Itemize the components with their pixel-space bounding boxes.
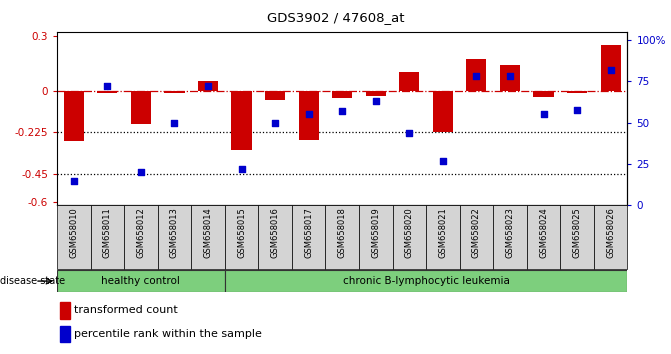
Bar xyxy=(97,91,117,93)
FancyBboxPatch shape xyxy=(325,205,359,269)
Bar xyxy=(466,59,486,91)
Text: GSM658025: GSM658025 xyxy=(572,207,582,258)
Text: GSM658015: GSM658015 xyxy=(237,207,246,258)
Point xyxy=(270,120,280,126)
FancyBboxPatch shape xyxy=(292,205,325,269)
FancyBboxPatch shape xyxy=(124,205,158,269)
FancyBboxPatch shape xyxy=(191,205,225,269)
Point xyxy=(437,158,448,164)
Point xyxy=(404,130,415,136)
Bar xyxy=(366,91,386,96)
Point xyxy=(505,74,515,79)
FancyBboxPatch shape xyxy=(359,205,393,269)
Text: GSM658011: GSM658011 xyxy=(103,207,112,258)
Bar xyxy=(225,270,627,292)
Text: GSM658021: GSM658021 xyxy=(438,207,448,258)
FancyBboxPatch shape xyxy=(426,205,460,269)
FancyBboxPatch shape xyxy=(527,205,560,269)
Text: GDS3902 / 47608_at: GDS3902 / 47608_at xyxy=(267,11,404,24)
Text: disease state: disease state xyxy=(0,276,65,286)
FancyBboxPatch shape xyxy=(258,205,292,269)
Bar xyxy=(399,73,419,91)
Point xyxy=(572,107,582,112)
Text: GSM658024: GSM658024 xyxy=(539,207,548,258)
FancyBboxPatch shape xyxy=(158,205,191,269)
Text: GSM658017: GSM658017 xyxy=(304,207,313,258)
Text: GSM658018: GSM658018 xyxy=(338,207,347,258)
Text: GSM658019: GSM658019 xyxy=(371,207,380,258)
Bar xyxy=(265,91,285,100)
FancyBboxPatch shape xyxy=(225,205,258,269)
Bar xyxy=(332,91,352,98)
Point xyxy=(102,84,113,89)
Point xyxy=(538,112,549,117)
Text: percentile rank within the sample: percentile rank within the sample xyxy=(74,329,262,339)
Text: GSM658022: GSM658022 xyxy=(472,207,481,258)
FancyBboxPatch shape xyxy=(594,205,627,269)
Text: GSM658023: GSM658023 xyxy=(505,207,515,258)
Text: transformed count: transformed count xyxy=(74,306,178,315)
Bar xyxy=(198,81,218,91)
Bar xyxy=(231,91,252,150)
Point xyxy=(236,166,247,172)
Text: GSM658014: GSM658014 xyxy=(203,207,213,258)
FancyBboxPatch shape xyxy=(493,205,527,269)
Point xyxy=(370,98,381,104)
Point xyxy=(605,67,616,73)
Point xyxy=(337,108,348,114)
Text: GSM658012: GSM658012 xyxy=(136,207,146,258)
Point xyxy=(303,112,314,117)
Text: GSM658013: GSM658013 xyxy=(170,207,179,258)
Text: GSM658010: GSM658010 xyxy=(69,207,79,258)
FancyBboxPatch shape xyxy=(91,205,124,269)
Bar xyxy=(131,91,151,124)
Text: GSM658020: GSM658020 xyxy=(405,207,414,258)
Point xyxy=(136,170,146,175)
FancyBboxPatch shape xyxy=(393,205,426,269)
Text: chronic B-lymphocytic leukemia: chronic B-lymphocytic leukemia xyxy=(343,276,509,286)
Point xyxy=(471,74,482,79)
Bar xyxy=(164,91,185,93)
Bar xyxy=(500,65,520,91)
Bar xyxy=(57,270,225,292)
FancyBboxPatch shape xyxy=(560,205,594,269)
Bar xyxy=(299,91,319,140)
Text: GSM658016: GSM658016 xyxy=(270,207,280,258)
Bar xyxy=(60,302,70,319)
Bar xyxy=(533,91,554,97)
FancyBboxPatch shape xyxy=(460,205,493,269)
Point xyxy=(68,178,79,183)
Bar xyxy=(60,326,70,342)
Bar xyxy=(601,45,621,91)
Text: healthy control: healthy control xyxy=(101,276,180,286)
Point xyxy=(169,120,180,126)
Bar xyxy=(567,91,587,93)
Text: GSM658026: GSM658026 xyxy=(606,207,615,258)
Bar xyxy=(433,91,453,131)
Point xyxy=(203,84,213,89)
FancyBboxPatch shape xyxy=(57,205,91,269)
Bar xyxy=(64,91,84,141)
